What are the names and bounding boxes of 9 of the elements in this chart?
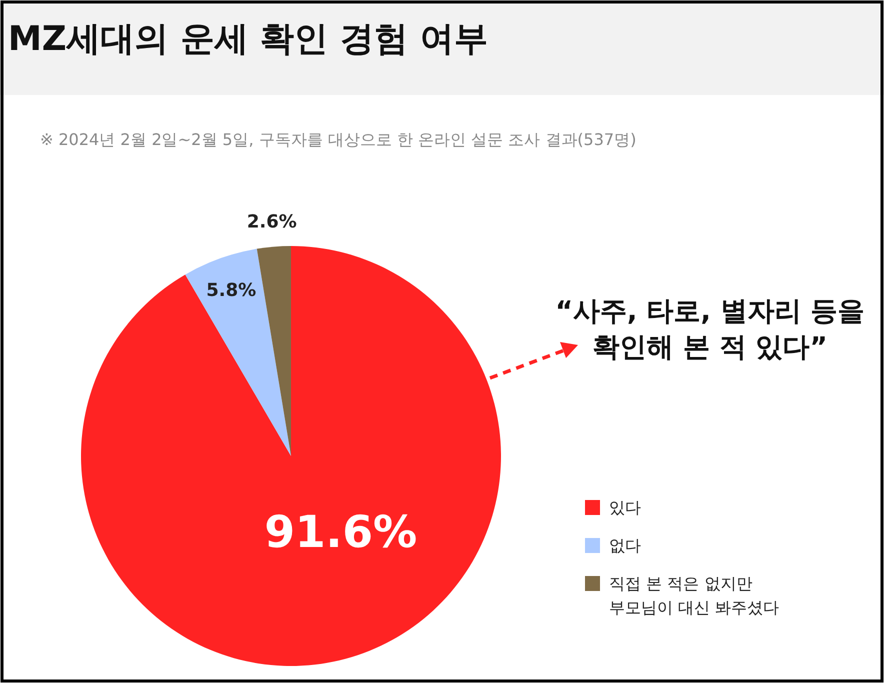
chart-subtitle: ※ 2024년 2월 2일~2월 5일, 구독자를 대상으로 한 온라인 설문 조사 결과(537명) <box>40 130 636 149</box>
legend-label: 있다 <box>609 498 641 517</box>
chart-title: MZ세대의 운세 확인 경험 여부 <box>8 19 488 59</box>
data-label: 2.6% <box>246 212 297 233</box>
legend-label: 직접 본 적은 없지만 부모님이 대신 봐주셨다 <box>609 574 780 617</box>
data-label: 91.6% <box>264 506 418 558</box>
data-label: 5.8% <box>206 280 256 302</box>
text: “사주, 타로, 별자리 등을 확인해 본 적 있다” <box>555 296 865 363</box>
legend-label: 없다 <box>609 536 641 555</box>
